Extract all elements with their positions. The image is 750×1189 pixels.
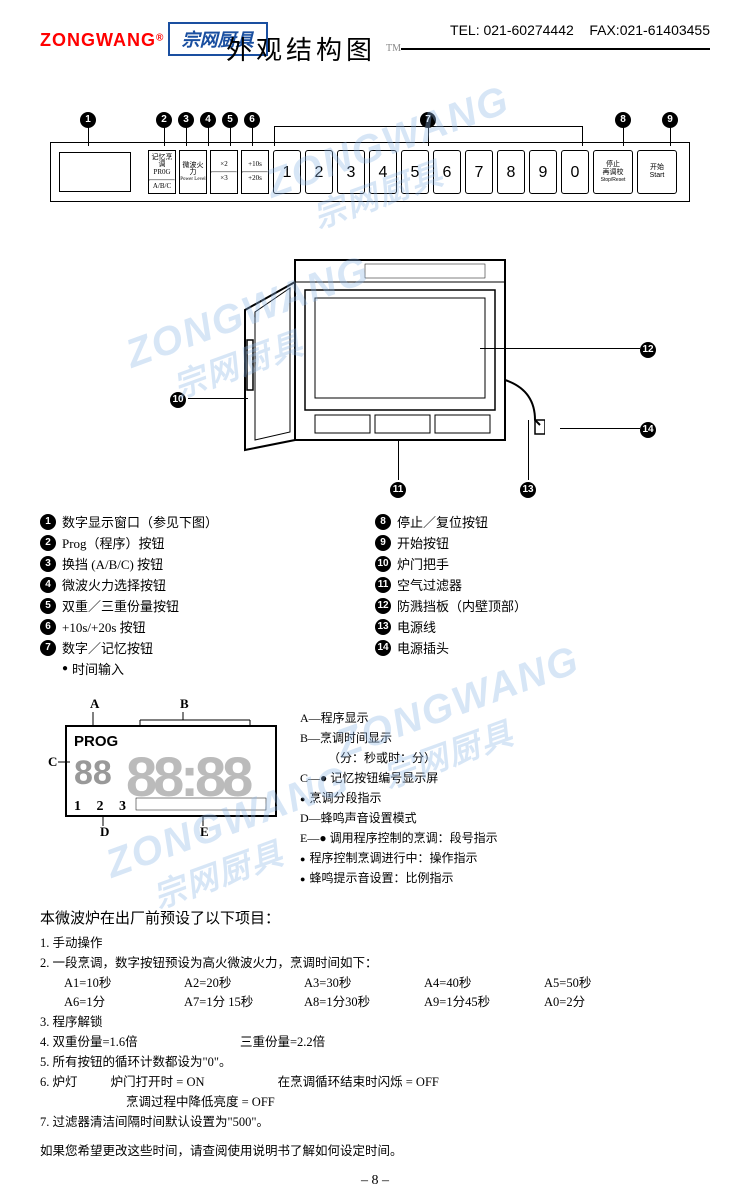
legend-item: 双重／三重份量按钮 xyxy=(62,596,179,615)
dl-item: C—● 记忆按钮编号显示屏 xyxy=(300,769,710,786)
callout-14: 14 xyxy=(640,422,656,438)
legend-item: 电源线 xyxy=(397,617,436,636)
fax: FAX:021-61403455 xyxy=(589,22,710,38)
page-number: – 8 – xyxy=(40,1173,710,1189)
preset-row1: A1=10秒 A2=20秒 A3=30秒 A4=40秒 A5=50秒 xyxy=(64,972,710,991)
dl-item: （分：秒或时：分） xyxy=(328,749,710,766)
callout-10: 10 xyxy=(170,392,186,408)
legend-item: 炉门把手 xyxy=(397,554,449,573)
svg-text:A: A xyxy=(90,696,100,711)
legend-item: 微波火力选择按钮 xyxy=(62,575,166,594)
btn-multi: ×2×3 xyxy=(210,150,238,194)
preset-row2: A6=1分 A7=1分 15秒 A8=1分30秒 A9=1分45秒 A0=2分 xyxy=(64,991,710,1010)
preset-l7: 7. 过滤器清洁间隔时间默认设置为"500"。 xyxy=(40,1111,710,1130)
reg-mark: ® xyxy=(156,33,164,44)
dl-item: D—蜂鸣声音设置模式 xyxy=(300,809,710,826)
panel-frame: 记忆烹调PR0G A/B/C 微波火力Power Level ×2×3 +10s… xyxy=(50,142,690,202)
btn-9: 9 xyxy=(529,150,557,194)
footer-note: 如果您希望更改这些时间，请查阅使用说明书了解如何设定时间。 xyxy=(40,1140,710,1159)
svg-text:88: 88 xyxy=(74,754,112,792)
header: ZONGWANG® TEL: 021-60274442 FAX:021-6140… xyxy=(40,20,710,70)
svg-text:88:88: 88:88 xyxy=(126,745,252,808)
legend-left: 1数字显示窗口（参见下图） 2Prog（程序）按钮 3换挡 (A/B/C) 按钮… xyxy=(40,510,375,680)
tm-mark: TM xyxy=(386,43,401,54)
legend-item: +10s/+20s 按钮 xyxy=(62,617,146,636)
display-svg: A B PROG 88 88:88 1 2 3 C D E xyxy=(40,696,300,889)
svg-text:D: D xyxy=(100,824,109,839)
btn-stop: 停止再调校Stop/Reset xyxy=(593,150,633,194)
svg-text:E: E xyxy=(200,824,209,839)
legend-sub: 时间输入 xyxy=(62,659,375,678)
brand-en: ZONGWANG xyxy=(40,30,156,50)
preset-l2: 2. 一段烹调，数字按钮预设为高火微波火力，烹调时间如下： xyxy=(40,952,710,971)
presets-title: 本微波炉在出厂前预设了以下项目： xyxy=(40,907,710,928)
btn-8: 8 xyxy=(497,150,525,194)
dl-item: A—程序显示 xyxy=(300,709,710,726)
legend-item: 数字显示窗口（参见下图） xyxy=(62,512,218,531)
microwave-svg xyxy=(205,240,545,470)
contact-info: TEL: 021-60274442 FAX:021-61403455 xyxy=(450,22,710,38)
display-section: A B PROG 88 88:88 1 2 3 C D E A—程序显示 B—烹… xyxy=(40,696,710,889)
legend-item: Prog（程序）按钮 xyxy=(62,533,165,552)
callout-13: 13 xyxy=(520,482,536,498)
svg-text:PROG: PROG xyxy=(74,733,118,750)
preset-l4: 4. 双重份量=1.6倍 三重份量=2.2倍 xyxy=(40,1031,710,1050)
tel: TEL: 021-60274442 xyxy=(450,22,574,38)
legend-right: 8停止／复位按钮 9开始按钮 10炉门把手 11空气过滤器 12防溅挡板（内壁顶… xyxy=(375,510,710,680)
callout-12: 12 xyxy=(640,342,656,358)
legend-item: 电源插头 xyxy=(397,638,449,657)
control-panel-diagram: 1 2 3 4 5 6 7 8 9 记忆烹调PR0G A/B/C 微波火力Pow… xyxy=(40,100,710,230)
dl-sub: 蜂鸣提示音设置：比例指示 xyxy=(300,869,710,886)
display-legend: A—程序显示 B—烹调时间显示 （分：秒或时：分） C—● 记忆按钮编号显示屏 … xyxy=(300,696,710,889)
svg-text:1 2 3: 1 2 3 xyxy=(74,799,132,814)
dl-item: E—● 调用程序控制的烹调：段号指示 xyxy=(300,829,710,846)
legend-item: 空气过滤器 xyxy=(397,575,462,594)
btn-start: 开始Start xyxy=(637,150,677,194)
svg-text:B: B xyxy=(180,696,189,711)
preset-l3: 3. 程序解锁 xyxy=(40,1011,710,1030)
legend: 1数字显示窗口（参见下图） 2Prog（程序）按钮 3换挡 (A/B/C) 按钮… xyxy=(40,510,710,680)
legend-item: 停止／复位按钮 xyxy=(397,512,488,531)
btn-prog: 记忆烹调PR0G A/B/C xyxy=(148,150,176,194)
btn-0: 0 xyxy=(561,150,589,194)
dl-sub: 程序控制烹调进行中：操作指示 xyxy=(300,849,710,866)
legend-item: 换挡 (A/B/C) 按钮 xyxy=(62,554,163,573)
microwave-diagram: 10 12 11 13 14 xyxy=(40,240,710,500)
legend-item: 防溅挡板（内壁顶部） xyxy=(397,596,527,615)
dl-sub: ● 烹调分段指示烹调分段指示 xyxy=(300,789,710,806)
btn-4: 4 xyxy=(369,150,397,194)
display-window xyxy=(59,152,131,192)
preset-l6: 6. 炉灯 炉门打开时 = ON 在烹调循环结束时闪烁 = OFF xyxy=(40,1071,710,1090)
btn-6: 6 xyxy=(433,150,461,194)
btn-5: 5 xyxy=(401,150,429,194)
preset-l5: 5. 所有按钮的循环计数都设为"0"。 xyxy=(40,1051,710,1070)
page-title: 外观结构图 xyxy=(226,30,376,67)
btn-3: 3 xyxy=(337,150,365,194)
dl-item: B—烹调时间显示 xyxy=(300,729,710,746)
legend-item: 开始按钮 xyxy=(397,533,449,552)
btn-power: 微波火力Power Level xyxy=(179,150,207,194)
preset-l1: 1. 手动操作 xyxy=(40,932,710,951)
svg-text:C: C xyxy=(48,754,57,769)
btn-1: 1 xyxy=(273,150,301,194)
presets: 本微波炉在出厂前预设了以下项目： 1. 手动操作 2. 一段烹调，数字按钮预设为… xyxy=(40,907,710,1130)
preset-l6c: 烹调过程中降低亮度 = OFF xyxy=(126,1091,710,1110)
callout-11: 11 xyxy=(390,482,406,498)
btn-7: 7 xyxy=(465,150,493,194)
legend-item: 数字／记忆按钮 xyxy=(62,638,153,657)
btn-2: 2 xyxy=(305,150,333,194)
btn-time: +10s+20s xyxy=(241,150,269,194)
